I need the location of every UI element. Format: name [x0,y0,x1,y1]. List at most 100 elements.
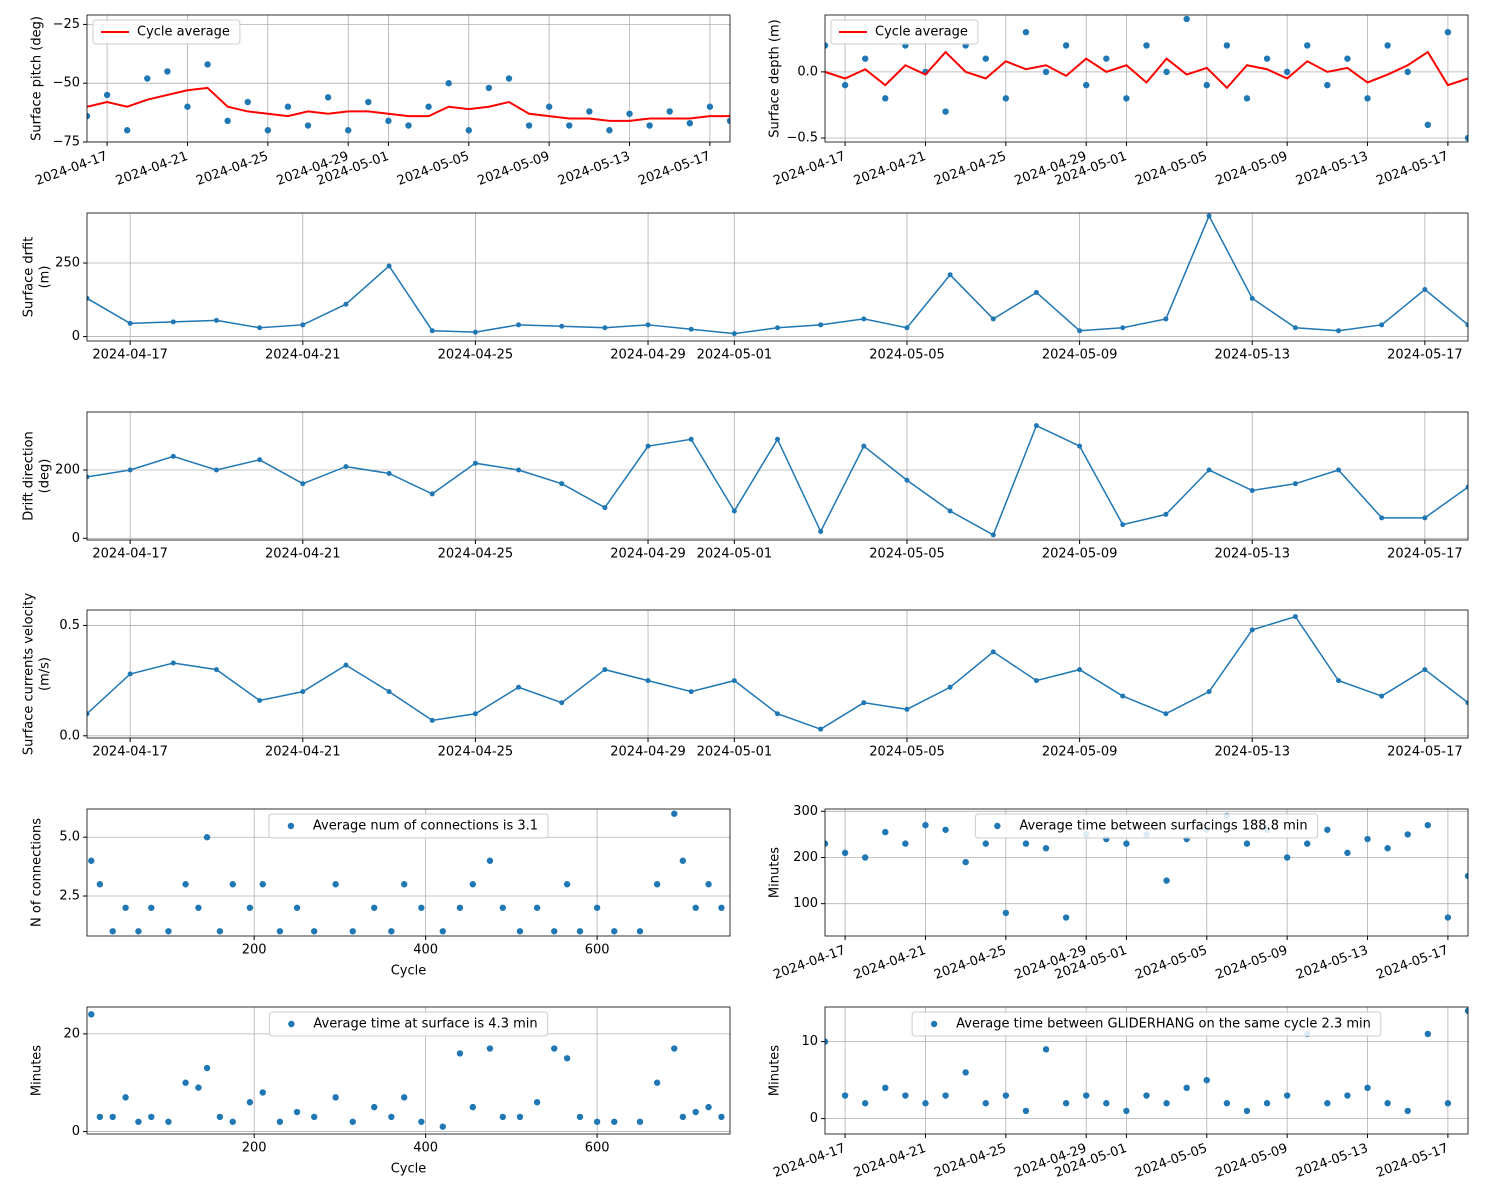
x-tick-label: 2024-04-17 [92,745,168,760]
point [671,810,678,817]
point [1444,28,1452,36]
y-tick-label: 200 [55,463,80,478]
point [122,904,129,911]
x-tick-label: 2024-04-21 [852,149,928,189]
x-tick-label: 2024-04-21 [852,943,928,983]
legend: Cycle average [92,19,241,45]
point [982,55,989,62]
point [576,928,584,935]
point [499,904,507,911]
legend-swatch [994,822,1001,830]
point [982,840,989,847]
legend-box [268,1011,549,1037]
y-tick-label: −75 [53,135,80,150]
point [386,263,392,269]
point [213,317,219,323]
point [825,1038,829,1045]
point [439,928,446,935]
point [904,477,910,483]
x-tick-label: 2024-04-25 [932,149,1008,189]
point [545,103,553,110]
legend-label: Average time between GLIDERHANG on the s… [956,1017,1371,1032]
point [861,700,867,706]
x-tick-label: 2024-05-13 [1294,1141,1370,1181]
point [1123,1107,1130,1115]
point [705,881,712,888]
point [1379,322,1385,328]
point [1364,835,1371,843]
point [300,689,306,695]
plot-area [825,15,1468,142]
point [1364,95,1371,102]
point [425,103,432,110]
point [1424,821,1432,829]
x-tick-label: 2024-05-09 [1042,745,1118,760]
point [148,904,155,911]
point [645,678,651,684]
plot-area [87,213,1468,337]
point [170,660,176,666]
point [213,467,219,473]
point [429,328,435,334]
x-tick-label: 2024-04-21 [265,745,341,760]
x-tick-label: 2024-04-17 [92,547,168,562]
point [204,61,211,68]
y-tick-label: 0 [72,329,80,344]
point [486,1045,494,1052]
y-axis-label: (m/s) [38,657,53,691]
point [123,127,131,134]
axes-frame [824,14,1469,143]
point [405,122,412,129]
legend-label: Cycle average [875,25,968,40]
point [1033,289,1039,295]
point [563,1055,571,1062]
point [1422,515,1428,521]
point [686,119,694,127]
point [525,122,533,129]
y-tick-label: 5.0 [59,830,80,845]
point [731,331,737,337]
legend: Average time at surface is 4.3 min [268,1011,549,1037]
panel: −75 −50 −25 2024-04-17 2024-04-21 2024-04-25 2… [30,14,731,189]
x-tick-label: 2024-05-13 [1294,943,1370,983]
y-tick-label: 10 [801,1034,818,1049]
point [1384,42,1391,49]
point [472,711,478,717]
point [841,849,849,857]
point [349,928,356,935]
x-tick-label: 400 [413,1141,438,1156]
legend: Average num of connections is 3.1 [268,813,549,839]
point [371,1103,378,1111]
point [332,881,339,888]
point [1077,443,1083,449]
point [386,470,392,476]
point [203,1064,211,1072]
point [195,1084,202,1091]
x-tick-label: 2024-05-09 [1214,943,1290,983]
point [1464,872,1468,880]
point [148,1113,155,1121]
point [666,108,673,115]
point [184,103,191,110]
series-line [87,424,1468,536]
point [122,1094,129,1101]
point [96,881,104,888]
point [224,117,231,125]
point [257,457,263,463]
point [418,904,425,911]
y-axis-label: N of connections [30,818,45,927]
point [1422,667,1428,673]
point [300,481,306,487]
point [882,1084,889,1092]
point [1042,1046,1050,1053]
point [1022,28,1030,36]
point [439,1123,446,1130]
point [135,1118,142,1125]
panel: 0 200 2024-04-17 2024-04-21 2024-04-25 2024-0… [22,411,1469,562]
axes-frame [824,808,1469,937]
point [942,826,949,833]
point [445,80,452,87]
y-tick-label: −50 [53,76,80,91]
point [109,928,116,935]
